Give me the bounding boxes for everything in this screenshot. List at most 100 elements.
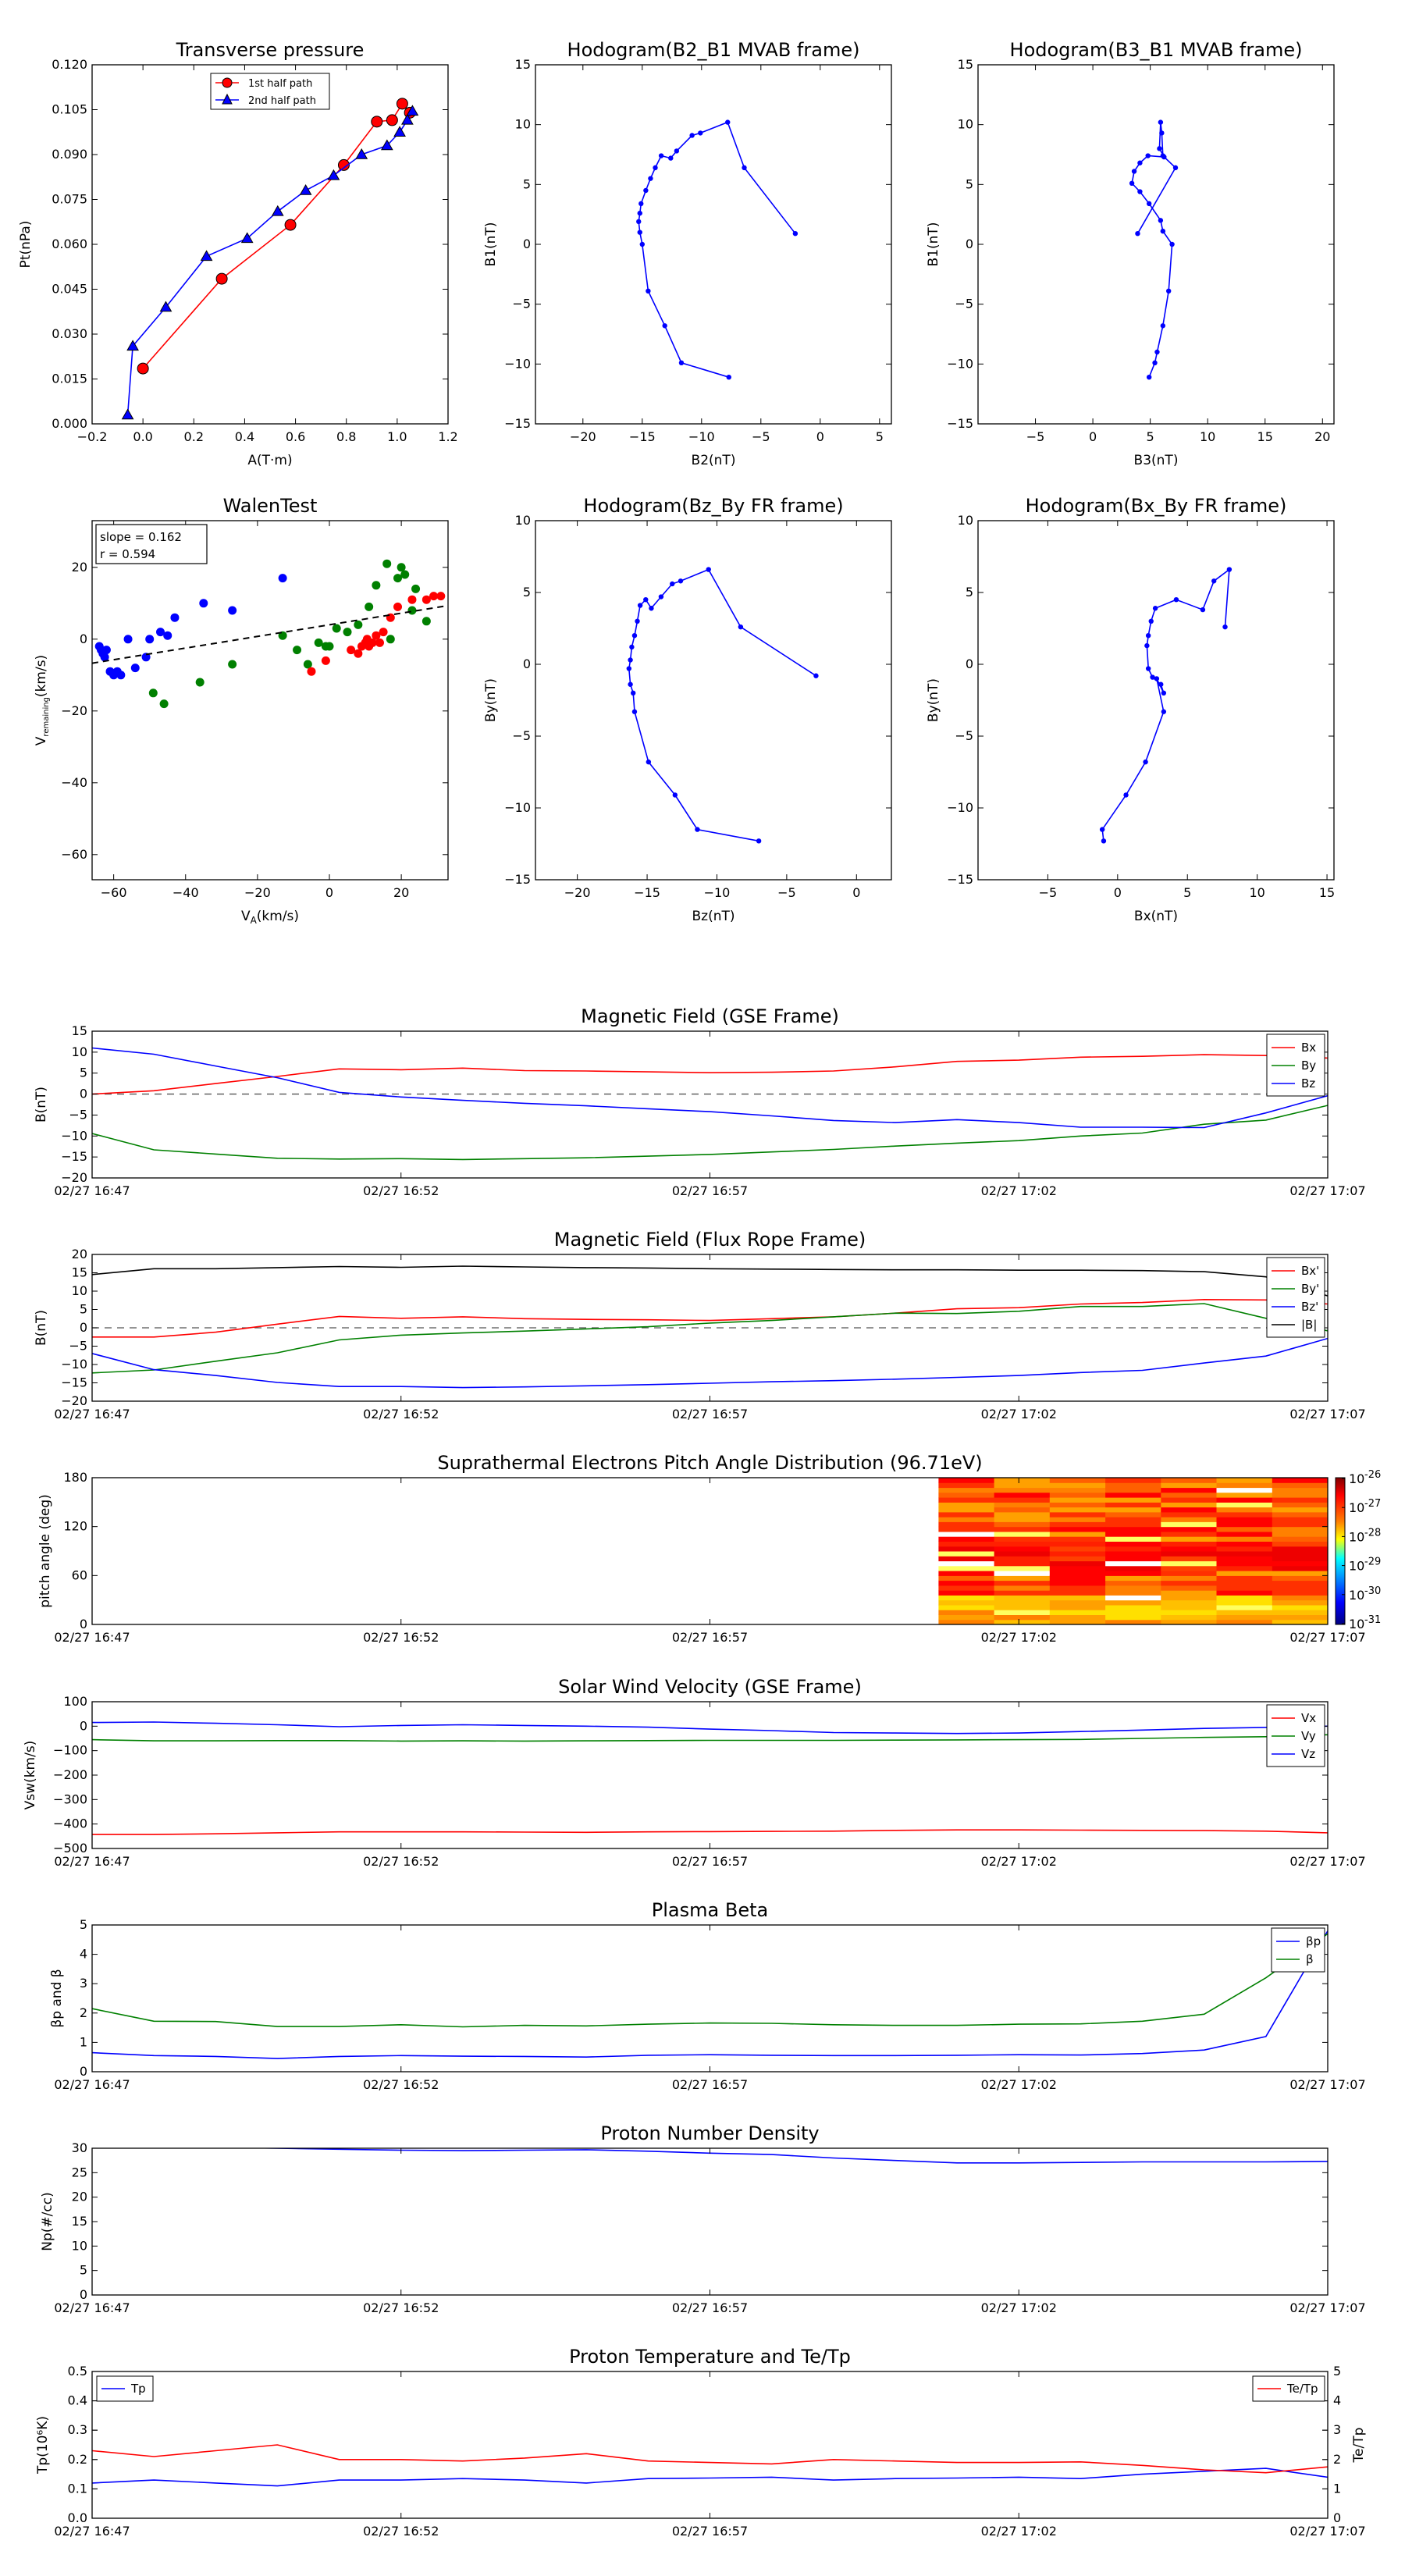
heatmap-cell [1049, 1575, 1106, 1582]
panel-h31: −5 0 5 10 15 20 −15 −10 −5 0 5 10 15 Hodogram(B3_B1 M… [926, 39, 1335, 468]
x-tick-label: −15 [634, 885, 660, 900]
data-point [407, 595, 417, 604]
heatmap-cell [1216, 1521, 1273, 1528]
heatmap-cell [1216, 1595, 1273, 1601]
y-tick-label: 20 [72, 2190, 87, 2204]
panel-mf_gse: 02/27 16:47 02/27 16:52 02/27 16:57 02/27 1… [34, 1005, 1366, 1198]
data-point [636, 219, 642, 225]
legend-label: Bx [1301, 1041, 1316, 1055]
x-tick-label: 0.8 [336, 429, 356, 444]
heatmap-cell [1216, 1531, 1273, 1537]
series-line-Vx [92, 1829, 1328, 1835]
data-point [406, 105, 419, 116]
heatmap-cell [1272, 1595, 1329, 1601]
data-point [200, 250, 213, 262]
data-point [1211, 578, 1217, 584]
panel-tp: −0.2 0.0 0.2 0.4 0.6 0.8 1.0 1.2 0.000 0.015 0.030… [18, 39, 458, 468]
series-line-Vz [92, 1721, 1328, 1735]
y-tick-label: 0.000 [52, 416, 87, 431]
y-axis-label: Pt(nPa) [18, 221, 34, 269]
heatmap-cell [938, 1599, 995, 1606]
x-axis-label: B2(nT) [692, 453, 736, 468]
data-point [1099, 827, 1105, 832]
y-tick-label: 0.5 [68, 2364, 87, 2379]
x-tick-label: 02/27 17:02 [981, 2300, 1057, 2315]
y-tick-label: 4 [80, 1947, 87, 1962]
x-tick-label: 02/27 16:57 [672, 2077, 748, 2092]
panel-hxy: −5 0 5 10 15 −15 −10 −5 0 5 10 Hodogram(Bx_By FR fr… [926, 495, 1335, 924]
data-point [347, 646, 356, 655]
heatmap-cell [1216, 1511, 1273, 1517]
y-tick-label: 0 [80, 2064, 87, 2079]
heatmap-cell [1105, 1507, 1161, 1513]
legend-label: Tp [130, 2382, 146, 2396]
data-point [674, 148, 680, 154]
x-tick-label: 15 [1257, 429, 1273, 444]
data-point [422, 617, 431, 626]
series-line-Bz [92, 1337, 1328, 1389]
legend: 1st half path 2nd half path [210, 73, 330, 110]
heatmap-cell [1272, 1511, 1329, 1517]
y-tick-label: 60 [72, 1567, 87, 1582]
data-point [1148, 618, 1154, 624]
panel-walen: −60 −40 −20 0 20 −60 −40 −20 0 20 WalenTest slope =… [34, 495, 449, 926]
y-tick-label: −300 [53, 1791, 87, 1806]
heatmap-cell [1049, 1580, 1106, 1586]
x-tick-label: 0 [325, 885, 333, 900]
heatmap-cell [994, 1560, 1051, 1567]
data-point [159, 301, 173, 312]
data-point [678, 360, 685, 365]
data-point [658, 153, 664, 158]
data-point [137, 362, 149, 375]
heatmap-cell [1161, 1531, 1217, 1537]
heatmap-cell [1272, 1551, 1329, 1557]
plot-frame [91, 1030, 1329, 1179]
data-point [354, 620, 363, 629]
heatmap-cell [1161, 1590, 1217, 1596]
y-axis-label: B1(nT) [483, 222, 499, 267]
heatmap-cell [994, 1478, 1051, 1483]
y-tick-label: −10 [947, 356, 973, 371]
heatmap-cell [1049, 1521, 1106, 1528]
data-point [100, 653, 109, 662]
heatmap-cell [994, 1619, 1051, 1625]
y-tick-label: 25 [72, 2165, 87, 2179]
data-point [695, 827, 700, 832]
heatmap-cell [1049, 1551, 1106, 1557]
heatmap-cell [1216, 1610, 1273, 1615]
legend: Vx Vy Vz [1266, 1704, 1325, 1767]
heatmap-cell [1216, 1551, 1273, 1557]
y-tick-label: −20 [61, 1170, 87, 1185]
heatmap-cell [1049, 1482, 1106, 1489]
y-tick-label: 5 [966, 585, 973, 600]
heatmap-cell [1161, 1546, 1217, 1552]
chart-title: Hodogram(B2_B1 MVAB frame) [567, 39, 860, 61]
heatmap-cell [1272, 1585, 1329, 1591]
y-tick-label: 0 [966, 237, 973, 251]
colorbar-bar [1335, 1477, 1346, 1625]
panel-tp2: 02/27 16:47 02/27 16:52 02/27 16:57 02/27 1… [35, 2346, 1367, 2539]
data-point [116, 671, 126, 680]
x-tick-label: −20 [244, 885, 271, 900]
heatmap-cell [1216, 1478, 1273, 1483]
y-tick-label: 5 [1333, 2364, 1341, 2379]
plot-frame [91, 2147, 1329, 2296]
heatmap-cell [938, 1571, 995, 1576]
data-point [631, 633, 638, 639]
heatmap-cell [938, 1560, 995, 1567]
data-point [1160, 228, 1166, 234]
data-point [628, 681, 633, 687]
colorbar-exponent: -29 [1364, 1557, 1381, 1568]
data-point [738, 624, 744, 630]
y-tick-label: −10 [504, 356, 531, 371]
data-point [629, 644, 635, 650]
heatmap-cell [1272, 1604, 1329, 1610]
heatmap-cell [1216, 1482, 1273, 1489]
legend-label: Te/Tp [1286, 2382, 1318, 2396]
heatmap-cell [1272, 1590, 1329, 1596]
heatmap-cell [1161, 1599, 1217, 1606]
series-line-path [628, 568, 816, 842]
series-line-TeTp [92, 2444, 1328, 2474]
data-point [407, 606, 417, 615]
